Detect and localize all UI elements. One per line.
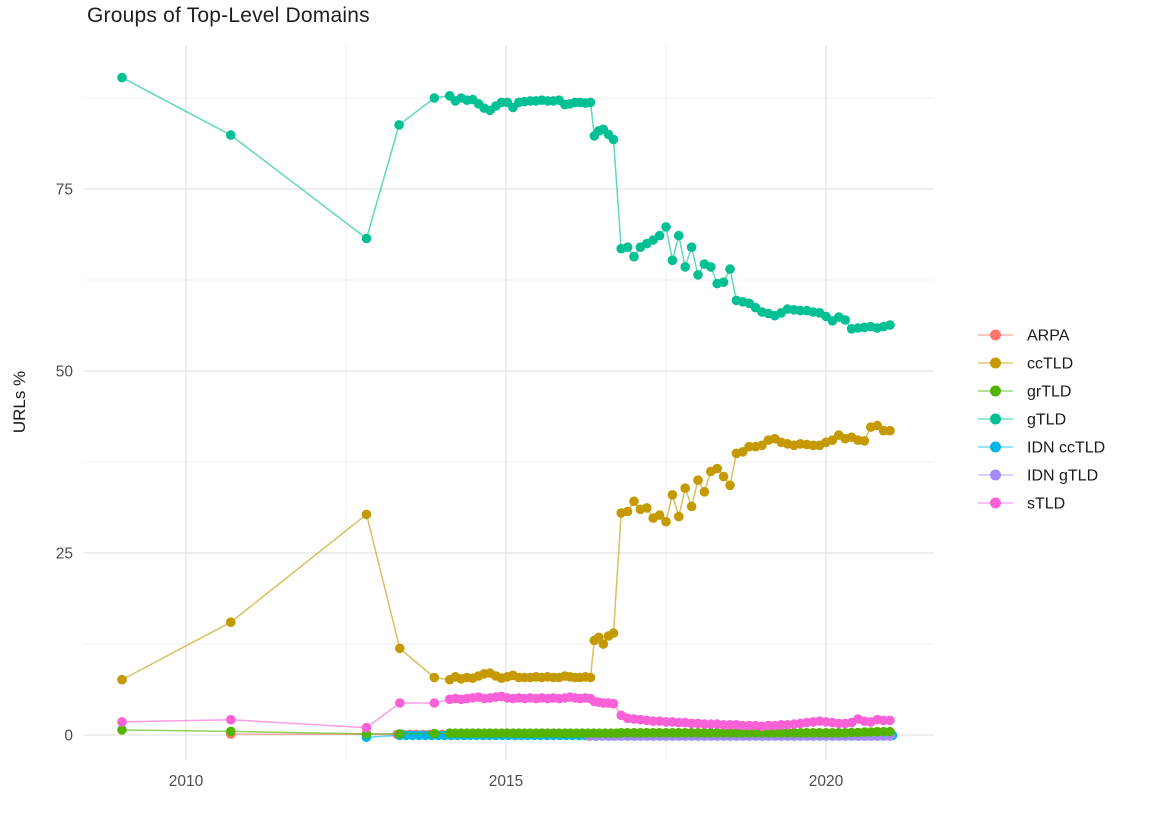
legend-item-ARPA: ARPA <box>978 328 1070 345</box>
x-tick-label: 2020 <box>809 773 844 790</box>
series-grTLD <box>117 725 895 739</box>
data-point-grTLD <box>885 726 895 737</box>
legend-key-dot-icon <box>990 357 1001 369</box>
data-point-gTLD <box>608 134 619 145</box>
legend-item-sTLD: sTLD <box>978 496 1065 513</box>
data-point-gTLD <box>622 242 633 252</box>
data-point-gTLD <box>680 262 690 272</box>
data-point-ccTLD <box>827 435 838 446</box>
data-point-sTLD <box>361 722 372 733</box>
legend-label: ccTLD <box>1027 356 1073 373</box>
legend-item-grTLD: grTLD <box>978 384 1071 401</box>
series-sTLD <box>117 691 895 733</box>
data-point-gTLD <box>693 270 703 280</box>
y-tick-label: 0 <box>64 728 73 745</box>
data-point-ccTLD <box>661 516 671 527</box>
data-point-ccTLD <box>686 501 697 512</box>
data-point-sTLD <box>226 714 236 725</box>
legend-label: gTLD <box>1027 412 1066 429</box>
y-axis-title: URLs % <box>10 371 29 433</box>
series-gTLD <box>117 72 895 334</box>
legend-key-dot-icon <box>990 497 1001 509</box>
data-point-ccTLD <box>667 490 678 500</box>
legend-item-gTLD: gTLD <box>978 412 1066 429</box>
series-ccTLD <box>117 420 895 685</box>
legend-label: sTLD <box>1027 496 1065 513</box>
legend-label: grTLD <box>1027 384 1071 401</box>
chart-title: Groups of Top-Level Domains <box>87 4 370 27</box>
data-point-ccTLD <box>757 440 767 451</box>
data-point-sTLD <box>117 717 127 727</box>
data-point-gTLD <box>654 230 665 241</box>
data-point-grTLD <box>429 728 440 739</box>
data-point-ccTLD <box>226 617 236 627</box>
data-point-ccTLD <box>674 511 684 522</box>
y-tick-label: 75 <box>56 182 73 199</box>
legend-key-dot-icon <box>990 385 1001 397</box>
data-point-gTLD <box>226 130 236 140</box>
y-tick-label: 50 <box>56 364 74 381</box>
data-point-gTLD <box>706 262 716 272</box>
data-point-gTLD <box>686 242 697 252</box>
data-point-ccTLD <box>585 672 596 683</box>
data-point-ccTLD <box>738 447 748 457</box>
data-point-gTLD <box>667 255 678 266</box>
data-point-ccTLD <box>117 674 127 685</box>
data-point-gTLD <box>361 233 372 244</box>
data-point-ccTLD <box>395 643 405 654</box>
data-point-gTLD <box>117 72 127 83</box>
data-point-ccTLD <box>608 628 619 638</box>
y-tick-label: 25 <box>56 546 73 563</box>
data-point-gTLD <box>394 120 404 130</box>
legend-label: ARPA <box>1027 328 1070 345</box>
data-point-ccTLD <box>699 487 710 497</box>
legend-item-IDN gTLD: IDN gTLD <box>978 468 1098 485</box>
data-point-grTLD <box>395 729 405 739</box>
data-point-grTLD <box>226 726 236 737</box>
data-point-gTLD <box>429 93 440 103</box>
x-tick-label: 2015 <box>489 773 523 790</box>
legend-key-dot-icon <box>990 329 1001 341</box>
data-point-gTLD <box>661 222 671 232</box>
x-tick-label: 2010 <box>169 773 204 790</box>
data-point-gTLD <box>718 277 729 288</box>
legend-key-dot-icon <box>990 441 1001 453</box>
data-point-gTLD <box>585 97 596 108</box>
data-point-grTLD <box>117 725 127 735</box>
data-point-ccTLD <box>712 463 722 474</box>
legend-label: IDN gTLD <box>1027 468 1098 485</box>
data-point-ccTLD <box>693 475 703 486</box>
gridlines <box>83 45 934 760</box>
data-point-ccTLD <box>361 509 372 520</box>
legend-key-dot-icon <box>990 469 1001 481</box>
data-point-ccTLD <box>859 436 870 446</box>
data-point-sTLD <box>608 698 619 709</box>
data-point-ccTLD <box>872 420 882 431</box>
data-point-ccTLD <box>718 471 729 482</box>
legend: ARPA ccTLD grTLD gTLD IDN ccTLD IDN gTLD sTLD <box>978 328 1105 513</box>
data-point-ccTLD <box>885 425 895 436</box>
data-point-gTLD <box>885 320 895 330</box>
data-point-gTLD <box>725 264 735 274</box>
data-point-ccTLD <box>642 503 652 513</box>
data-point-ccTLD <box>654 510 665 520</box>
data-point-ccTLD <box>629 496 639 507</box>
data-point-ccTLD <box>429 672 440 683</box>
data-point-sTLD <box>395 698 405 708</box>
data-point-gTLD <box>840 315 850 325</box>
data-point-gTLD <box>674 230 684 241</box>
data-point-ccTLD <box>725 480 735 491</box>
legend-item-IDN ccTLD: IDN ccTLD <box>978 440 1105 457</box>
legend-item-ccTLD: ccTLD <box>978 356 1073 373</box>
legend-label: IDN ccTLD <box>1027 440 1105 457</box>
legend-key-dot-icon <box>990 413 1001 425</box>
data-point-gTLD <box>629 251 639 262</box>
data-point-ccTLD <box>680 483 690 494</box>
data-point-sTLD <box>429 698 440 708</box>
data-point-ccTLD <box>622 506 633 517</box>
data-point-ccTLD <box>598 639 609 649</box>
data-point-sTLD <box>885 715 895 726</box>
